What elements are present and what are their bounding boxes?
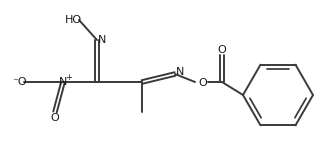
Text: N: N bbox=[98, 35, 106, 45]
Text: HO: HO bbox=[64, 15, 81, 25]
Text: N: N bbox=[59, 77, 67, 87]
Text: +: + bbox=[65, 73, 73, 81]
Text: N: N bbox=[176, 67, 184, 77]
Text: O: O bbox=[198, 78, 207, 88]
Text: O: O bbox=[218, 45, 226, 55]
Text: O: O bbox=[51, 113, 60, 123]
Text: ⁻O: ⁻O bbox=[13, 77, 27, 87]
